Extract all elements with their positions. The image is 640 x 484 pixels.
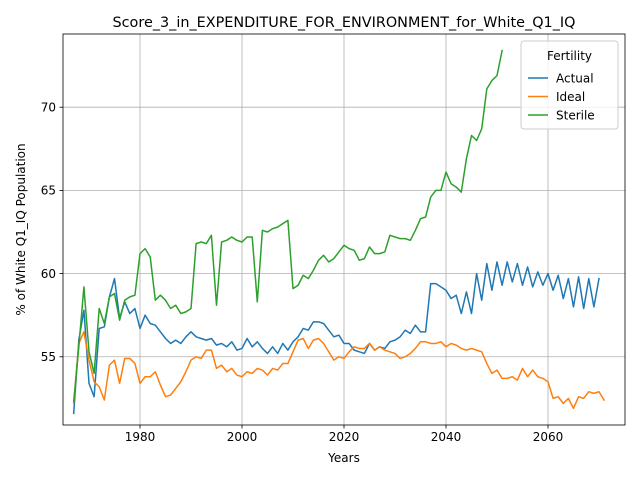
- x-tick-label: 2060: [533, 430, 564, 444]
- legend-label-ideal: Ideal: [556, 90, 585, 104]
- legend: Fertility Actual Ideal Sterile: [521, 41, 618, 129]
- y-tick-label: 70: [41, 101, 56, 115]
- legend-label-actual: Actual: [556, 71, 594, 85]
- legend-title: Fertility: [547, 49, 592, 63]
- y-axis-label: % of White Q1_IQ Population: [14, 143, 28, 315]
- y-tick-label: 55: [41, 350, 56, 364]
- x-tick-label: 1980: [125, 430, 156, 444]
- y-tick-label: 60: [41, 267, 56, 281]
- x-tick-label: 2040: [431, 430, 462, 444]
- x-tick-label: 2000: [227, 430, 258, 444]
- chart-title: Score_3_in_EXPENDITURE_FOR_ENVIRONMENT_f…: [113, 15, 576, 31]
- legend-label-sterile: Sterile: [556, 108, 595, 122]
- y-tick-label: 65: [41, 184, 56, 198]
- x-axis-label: Years: [327, 451, 360, 465]
- x-tick-label: 2020: [329, 430, 360, 444]
